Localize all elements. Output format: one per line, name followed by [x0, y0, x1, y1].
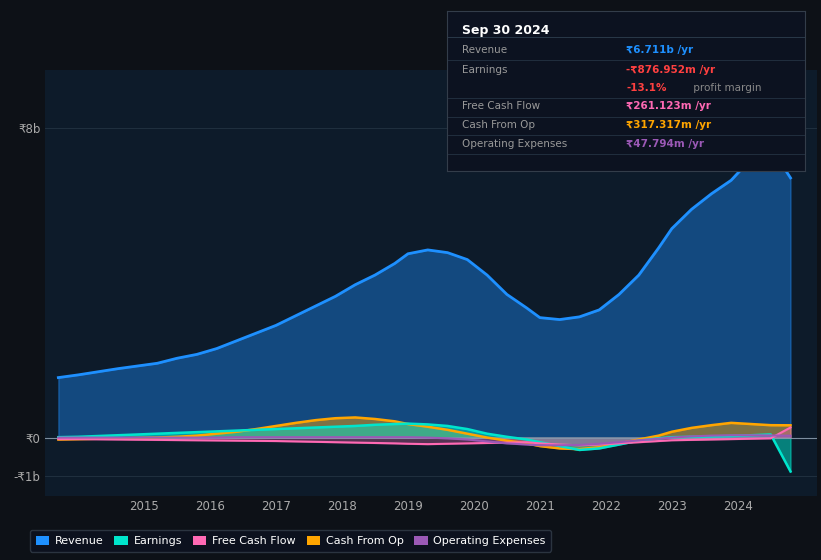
Text: Cash From Op: Cash From Op [461, 120, 534, 130]
Text: -13.1%: -13.1% [626, 83, 667, 93]
Text: Revenue: Revenue [461, 45, 507, 55]
Text: profit margin: profit margin [690, 83, 762, 93]
Text: -₹876.952m /yr: -₹876.952m /yr [626, 66, 715, 75]
Text: Free Cash Flow: Free Cash Flow [461, 101, 540, 111]
Text: Operating Expenses: Operating Expenses [461, 139, 567, 150]
Text: Earnings: Earnings [461, 66, 507, 75]
Text: Sep 30 2024: Sep 30 2024 [461, 24, 549, 37]
Text: ₹261.123m /yr: ₹261.123m /yr [626, 101, 711, 111]
Legend: Revenue, Earnings, Free Cash Flow, Cash From Op, Operating Expenses: Revenue, Earnings, Free Cash Flow, Cash … [30, 530, 552, 552]
Text: ₹6.711b /yr: ₹6.711b /yr [626, 45, 693, 55]
Text: ₹47.794m /yr: ₹47.794m /yr [626, 139, 704, 150]
Text: ₹317.317m /yr: ₹317.317m /yr [626, 120, 711, 130]
